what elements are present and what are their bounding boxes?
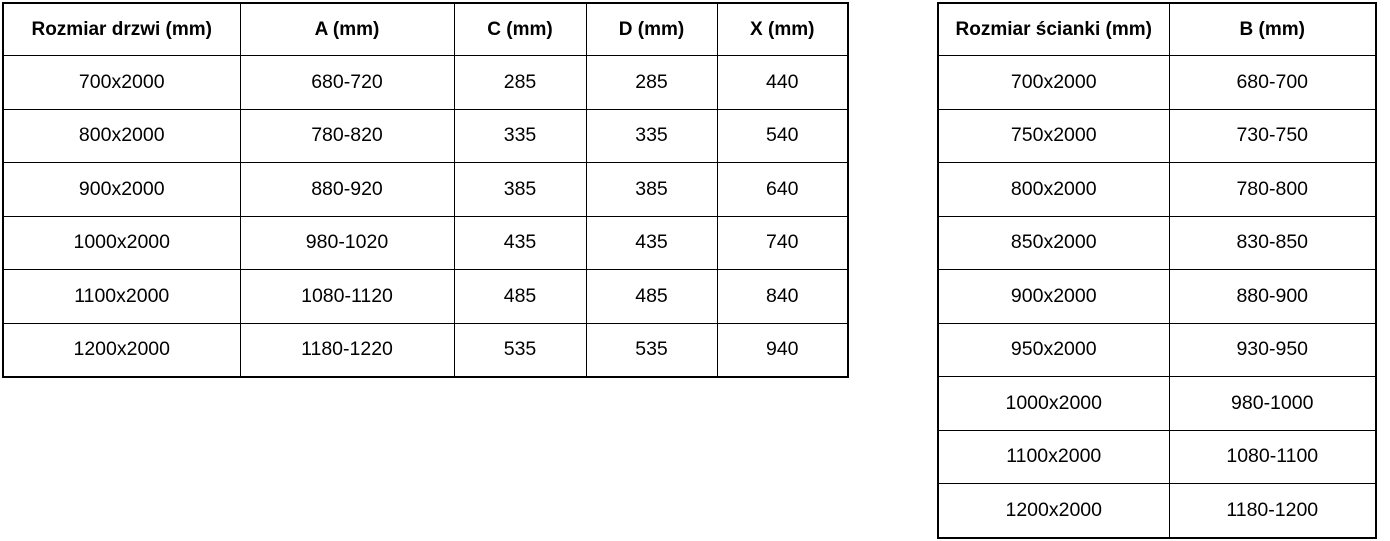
wall-table-row: 750x2000 730-750 — [937, 108, 1377, 163]
door-x-cell: 940 — [716, 322, 849, 378]
wall-header-b: B (mm) — [1168, 2, 1377, 56]
wall-b-cell: 730-750 — [1168, 108, 1377, 163]
door-x-cell: 640 — [716, 162, 849, 217]
door-d-cell: 385 — [585, 162, 718, 217]
door-table-row: 1100x2000 1080-1120 485 485 840 — [2, 269, 849, 324]
door-header-x: X (mm) — [716, 2, 849, 56]
wall-table-row: 850x2000 830-850 — [937, 215, 1377, 270]
door-c-cell: 285 — [453, 55, 587, 110]
door-x-cell: 740 — [716, 215, 849, 270]
door-d-cell: 335 — [585, 108, 718, 163]
door-table-row: 1000x2000 980-1020 435 435 740 — [2, 215, 849, 270]
door-a-cell: 680-720 — [239, 55, 455, 110]
wall-size-cell: 950x2000 — [937, 322, 1170, 377]
door-a-cell: 980-1020 — [239, 215, 455, 270]
door-header-d: D (mm) — [585, 2, 718, 56]
wall-size-cell: 750x2000 — [937, 108, 1170, 163]
door-table-row: 900x2000 880-920 385 385 640 — [2, 162, 849, 217]
wall-b-cell: 880-900 — [1168, 269, 1377, 324]
wall-size-cell: 900x2000 — [937, 269, 1170, 324]
wall-table-row: 950x2000 930-950 — [937, 322, 1377, 377]
door-header-rozmiar-drzwi: Rozmiar drzwi (mm) — [2, 2, 241, 56]
door-size-cell: 700x2000 — [2, 55, 241, 110]
door-table-row: 800x2000 780-820 335 335 540 — [2, 108, 849, 163]
door-x-cell: 840 — [716, 269, 849, 324]
door-d-cell: 285 — [585, 55, 718, 110]
door-header-c: C (mm) — [453, 2, 587, 56]
wall-size-cell: 850x2000 — [937, 215, 1170, 270]
wall-table-row: 900x2000 880-900 — [937, 269, 1377, 324]
door-x-cell: 540 — [716, 108, 849, 163]
wall-table-row: 1000x2000 980-1000 — [937, 376, 1377, 431]
door-size-cell: 1200x2000 — [2, 322, 241, 378]
door-size-cell: 900x2000 — [2, 162, 241, 217]
door-size-cell: 1000x2000 — [2, 215, 241, 270]
door-size-cell: 800x2000 — [2, 108, 241, 163]
wall-table-row: 800x2000 780-800 — [937, 162, 1377, 217]
wall-header-rozmiar-scianki: Rozmiar ścianki (mm) — [937, 2, 1170, 56]
wall-size-cell: 700x2000 — [937, 55, 1170, 110]
door-c-cell: 335 — [453, 108, 587, 163]
wall-b-cell: 680-700 — [1168, 55, 1377, 110]
door-table-row: 700x2000 680-720 285 285 440 — [2, 55, 849, 110]
door-c-cell: 385 — [453, 162, 587, 217]
wall-b-cell: 930-950 — [1168, 322, 1377, 377]
door-table-row: 1200x2000 1180-1220 535 535 940 — [2, 322, 849, 378]
door-x-cell: 440 — [716, 55, 849, 110]
wall-b-cell: 980-1000 — [1168, 376, 1377, 431]
wall-b-cell: 1180-1200 — [1168, 483, 1377, 538]
wall-size-cell: 800x2000 — [937, 162, 1170, 217]
door-a-cell: 1080-1120 — [239, 269, 455, 324]
door-c-cell: 485 — [453, 269, 587, 324]
door-d-cell: 535 — [585, 322, 718, 378]
wall-table-row: 1100x2000 1080-1100 — [937, 429, 1377, 484]
wall-table-row: 1200x2000 1180-1200 — [937, 483, 1377, 538]
wall-table-header-row: Rozmiar ścianki (mm) B (mm) — [937, 2, 1377, 56]
door-d-cell: 435 — [585, 215, 718, 270]
door-c-cell: 435 — [453, 215, 587, 270]
wall-table-row: 700x2000 680-700 — [937, 55, 1377, 110]
wall-size-cell: 1000x2000 — [937, 376, 1170, 431]
door-table-header-row: Rozmiar drzwi (mm) A (mm) C (mm) D (mm) … — [2, 2, 849, 56]
door-a-cell: 780-820 — [239, 108, 455, 163]
door-sizes-table: Rozmiar drzwi (mm) A (mm) C (mm) D (mm) … — [2, 2, 849, 378]
door-a-cell: 880-920 — [239, 162, 455, 217]
door-a-cell: 1180-1220 — [239, 322, 455, 378]
wall-size-cell: 1200x2000 — [937, 483, 1170, 538]
door-c-cell: 535 — [453, 322, 587, 378]
wall-panel-sizes-table: Rozmiar ścianki (mm) B (mm) 700x2000 680… — [937, 2, 1377, 539]
wall-b-cell: 1080-1100 — [1168, 429, 1377, 484]
door-header-a: A (mm) — [239, 2, 455, 56]
door-size-cell: 1100x2000 — [2, 269, 241, 324]
wall-b-cell: 830-850 — [1168, 215, 1377, 270]
wall-b-cell: 780-800 — [1168, 162, 1377, 217]
door-d-cell: 485 — [585, 269, 718, 324]
wall-size-cell: 1100x2000 — [937, 429, 1170, 484]
